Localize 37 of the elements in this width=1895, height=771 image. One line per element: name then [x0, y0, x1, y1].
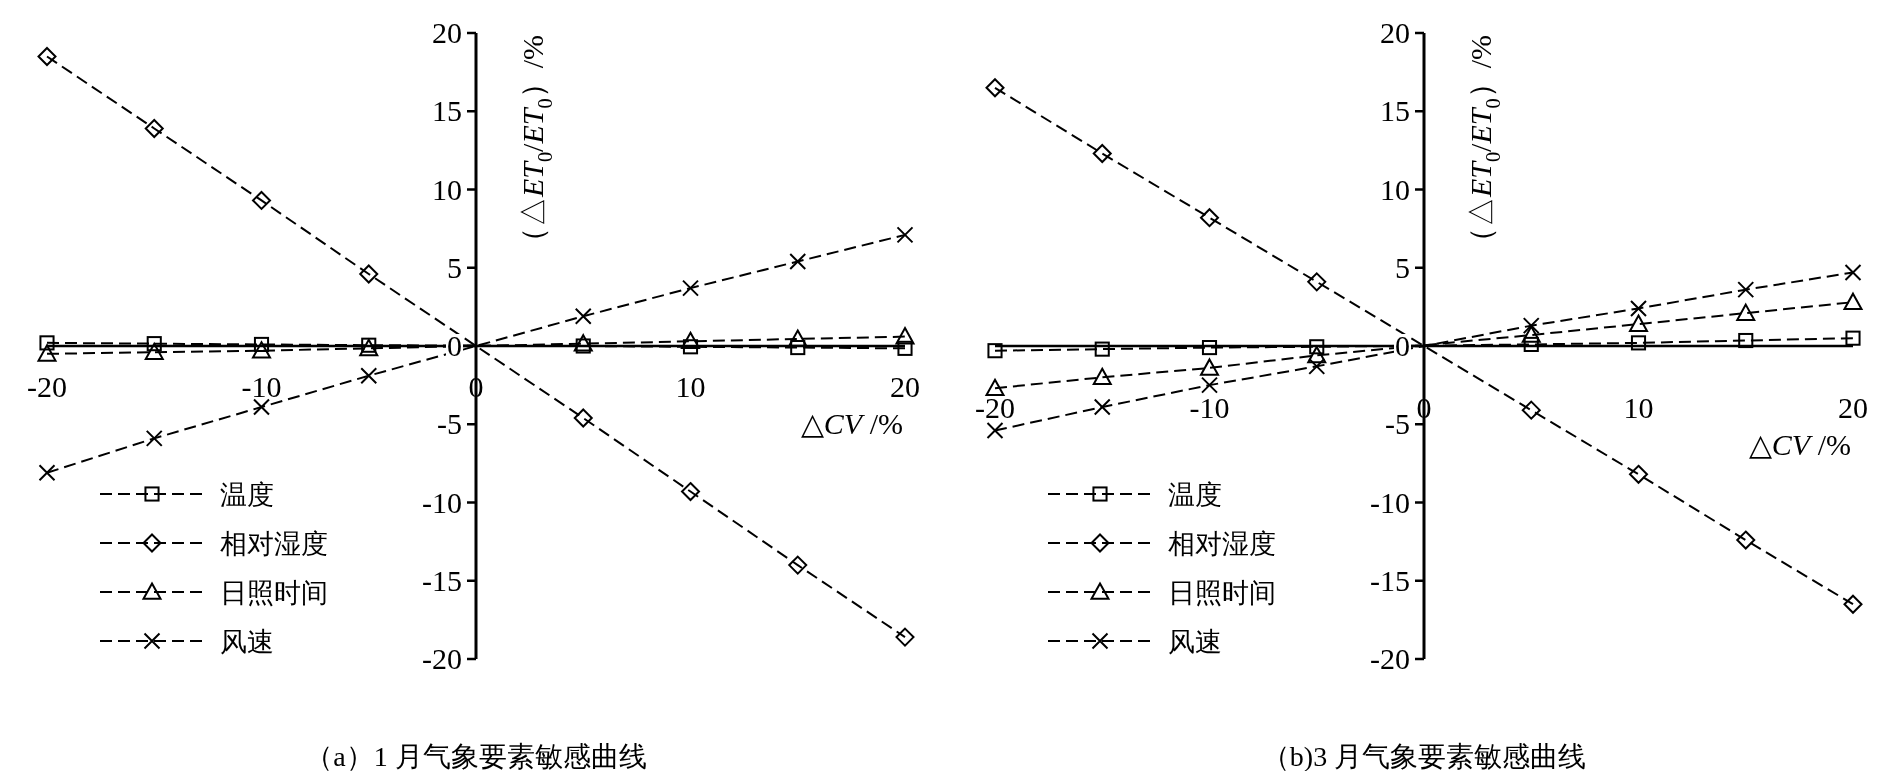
x-tick-label: 10 — [675, 370, 706, 403]
y-tick-label: -20 — [1370, 642, 1410, 675]
legend-label: 温度 — [1168, 480, 1222, 510]
y-tick-label: 15 — [1380, 94, 1410, 128]
x-tick-label: -10 — [1189, 391, 1230, 424]
legend-label: 相对湿度 — [1168, 529, 1276, 559]
x-tick-label: -20 — [975, 391, 1015, 424]
y-tick-label: 5 — [447, 250, 462, 284]
y-tick-label: -15 — [422, 563, 462, 597]
y-tick-label: -5 — [437, 407, 462, 441]
y-tick-label: 0 — [1395, 329, 1410, 362]
legend-label: 日照时间 — [1168, 578, 1276, 608]
y-tick-label: -15 — [1370, 563, 1410, 597]
legend-label: 风速 — [220, 627, 274, 657]
text: （a）1 月气象要素敏感曲线 — [305, 741, 647, 771]
x-tick-label: -20 — [27, 370, 67, 403]
legend-label: 温度 — [220, 480, 274, 510]
y-tick-label: 15 — [432, 94, 462, 128]
y-tick-label: 20 — [1380, 16, 1410, 49]
legend-label: 相对湿度 — [220, 529, 328, 559]
y-tick-label: 20 — [432, 16, 462, 49]
y-tick-label: -10 — [1370, 485, 1410, 519]
x-axis-title: △CV /% — [800, 407, 903, 440]
x-tick-label: 20 — [890, 370, 920, 403]
legend-label: 风速 — [1168, 627, 1222, 657]
x-tick-label: 10 — [1623, 391, 1654, 424]
x-tick-label: -10 — [241, 370, 282, 403]
y-tick-label: 10 — [432, 172, 462, 206]
y-tick-label: -5 — [1385, 407, 1410, 441]
x-tick-label: 20 — [1838, 391, 1868, 424]
y-tick-label: 10 — [1380, 172, 1410, 206]
y-tick-label: -20 — [422, 642, 462, 675]
legend-label: 日照时间 — [220, 578, 328, 608]
x-axis-title: △CV /% — [1748, 428, 1851, 461]
y-tick-label: 0 — [447, 329, 462, 362]
y-tick-label: 5 — [1395, 250, 1410, 284]
y-tick-label: -10 — [422, 485, 462, 519]
